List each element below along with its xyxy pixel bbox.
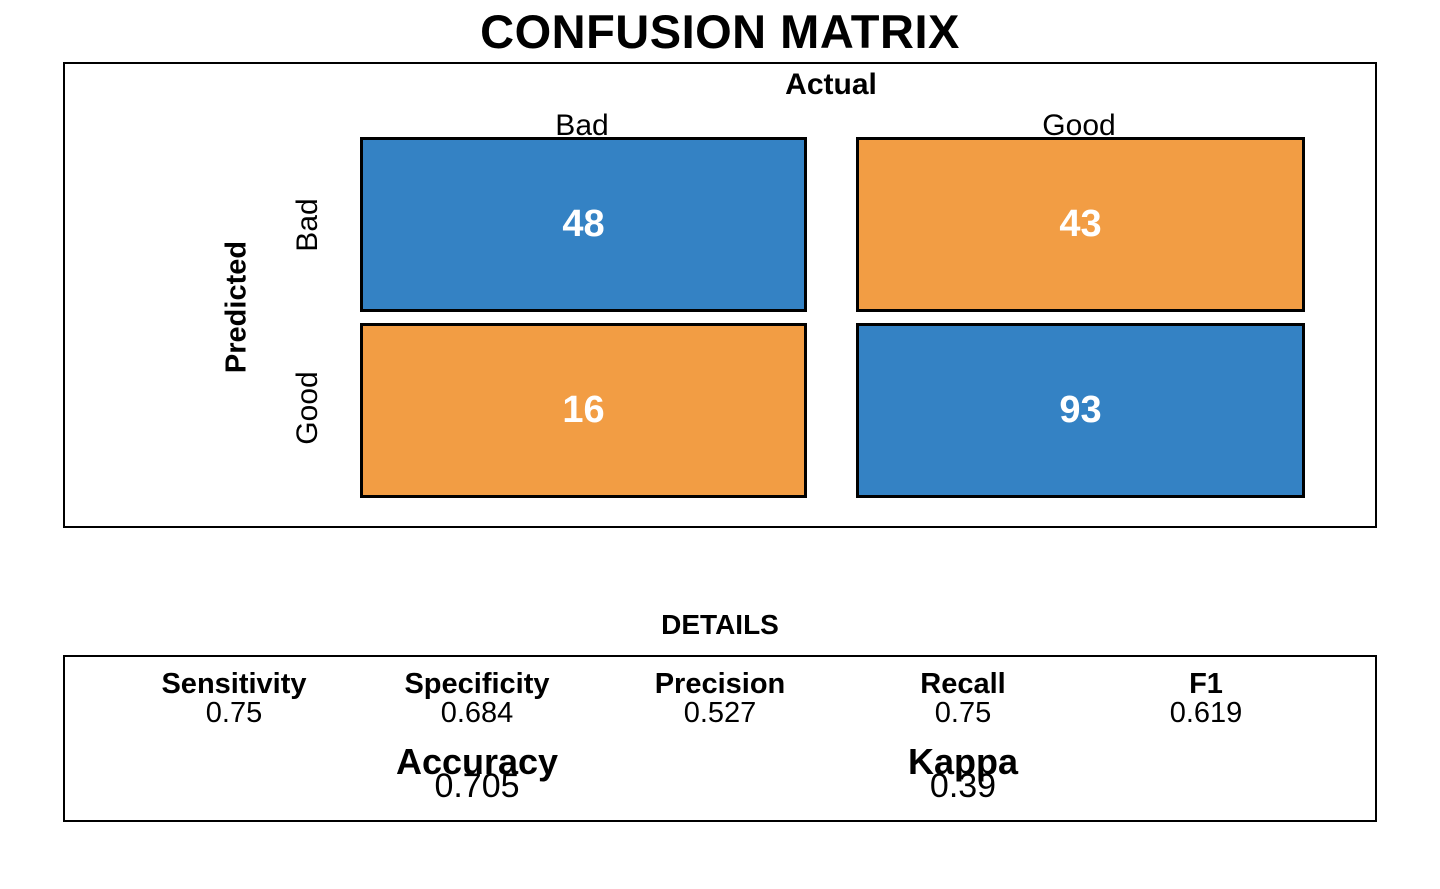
metric-specificity: Specificity 0.684 [404, 669, 549, 728]
metric-label: Precision [654, 668, 786, 700]
predicted-axis-label: Predicted [220, 240, 253, 374]
metric-value: 0.39 [929, 767, 997, 805]
cell-count-false-negative: 43 [1059, 203, 1102, 245]
metric-sensitivity: Sensitivity 0.75 [161, 669, 306, 728]
cell-count-true-positive: 93 [1059, 389, 1102, 431]
details-heading: DETAILS [661, 609, 779, 640]
metric-label: Accuracy [395, 741, 559, 782]
column-label-bad: Bad [555, 109, 609, 142]
metric-value: 0.527 [683, 697, 757, 729]
metric-label: Recall [920, 668, 1006, 700]
metric-label: Sensitivity [161, 668, 307, 700]
matrix-cell-predicted-good-actual-bad: 16 [360, 323, 807, 498]
matrix-cell-predicted-bad-actual-good: 43 [856, 137, 1305, 312]
metric-label: Specificity [404, 668, 550, 700]
metric-label: F1 [1189, 668, 1223, 700]
row-label-good: Good [291, 371, 324, 445]
metric-precision: Precision 0.527 [655, 669, 786, 728]
metric-value: 0.684 [440, 697, 514, 729]
metric-value: 0.75 [934, 697, 992, 729]
chart-title: CONFUSION MATRIX [480, 5, 960, 58]
matrix-cell-predicted-good-actual-good: 93 [856, 323, 1305, 498]
metric-value: 0.75 [205, 697, 263, 729]
cell-count-false-positive: 16 [562, 389, 605, 431]
matrix-plot-box: Actual Bad Good Predicted Bad Good 48 43… [63, 62, 1377, 528]
metric-value: 0.619 [1169, 697, 1243, 729]
metric-accuracy: Accuracy 0.705 [395, 741, 559, 805]
row-label-bad: Bad [291, 198, 324, 252]
details-panel: Sensitivity 0.75 Specificity 0.684 Preci… [63, 655, 1377, 822]
actual-axis-label: Actual [785, 68, 877, 101]
column-label-good: Good [1042, 109, 1116, 142]
metric-label: Kappa [907, 741, 1019, 782]
matrix-cell-predicted-bad-actual-bad: 48 [360, 137, 807, 312]
metric-recall: Recall 0.75 [920, 669, 1005, 728]
metric-value: 0.705 [434, 767, 520, 805]
metric-f1: F1 0.619 [1170, 669, 1243, 728]
cell-count-true-negative: 48 [562, 203, 605, 245]
metric-kappa: Kappa 0.39 [907, 741, 1019, 805]
